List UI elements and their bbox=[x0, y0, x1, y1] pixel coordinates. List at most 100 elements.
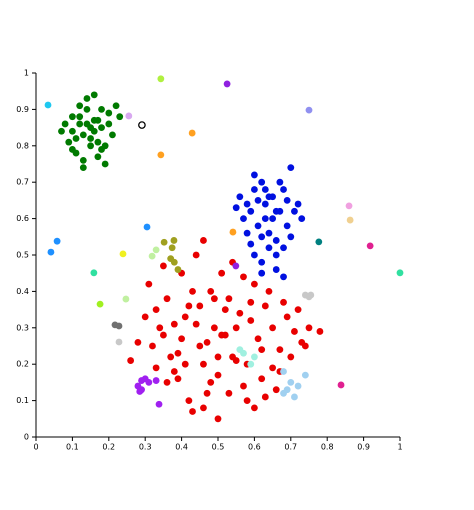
y-tick-label: 0.4 bbox=[16, 287, 29, 296]
y-tick-label: 1 bbox=[24, 69, 29, 78]
point bbox=[79, 156, 87, 164]
point bbox=[251, 404, 258, 412]
point bbox=[69, 146, 76, 153]
point bbox=[258, 178, 266, 186]
point bbox=[210, 295, 218, 303]
point bbox=[236, 309, 244, 317]
point bbox=[138, 386, 145, 394]
point bbox=[145, 379, 153, 386]
point bbox=[200, 360, 207, 368]
point bbox=[298, 215, 306, 223]
point bbox=[203, 389, 211, 397]
x-tick-label: 0.7 bbox=[284, 443, 297, 452]
point bbox=[152, 377, 160, 384]
point bbox=[157, 75, 165, 83]
point bbox=[261, 200, 269, 208]
point bbox=[178, 335, 186, 343]
point bbox=[214, 371, 222, 379]
point bbox=[276, 346, 284, 354]
point bbox=[101, 160, 109, 168]
x-tick-label: 0 bbox=[33, 443, 38, 452]
point bbox=[72, 135, 80, 142]
point bbox=[112, 102, 120, 110]
point bbox=[115, 322, 123, 330]
point bbox=[396, 269, 404, 277]
point bbox=[163, 379, 171, 386]
point bbox=[280, 298, 287, 306]
y-tick-label: 0.1 bbox=[16, 396, 29, 405]
point bbox=[251, 186, 258, 193]
point bbox=[283, 313, 291, 321]
point bbox=[258, 375, 266, 383]
point bbox=[316, 328, 324, 335]
point bbox=[207, 379, 215, 386]
point bbox=[98, 106, 105, 113]
x-tick-label: 0.3 bbox=[139, 443, 152, 452]
point bbox=[247, 360, 255, 368]
point bbox=[269, 193, 276, 201]
point bbox=[127, 357, 135, 364]
point bbox=[258, 269, 266, 277]
point bbox=[87, 142, 94, 150]
point bbox=[174, 349, 182, 357]
point bbox=[232, 262, 240, 270]
point bbox=[105, 120, 113, 128]
point bbox=[76, 113, 84, 121]
point bbox=[251, 353, 258, 361]
point bbox=[243, 397, 251, 404]
point bbox=[247, 317, 255, 324]
point bbox=[170, 368, 178, 375]
point bbox=[188, 129, 196, 137]
point bbox=[185, 397, 193, 404]
point bbox=[200, 404, 207, 412]
x-tick-label: 0.2 bbox=[102, 443, 115, 452]
point bbox=[94, 153, 102, 161]
point bbox=[196, 342, 204, 350]
point bbox=[272, 237, 280, 244]
point bbox=[203, 338, 211, 346]
point bbox=[240, 273, 247, 281]
point bbox=[291, 207, 298, 215]
point bbox=[232, 204, 240, 212]
point bbox=[294, 200, 302, 208]
point bbox=[272, 266, 280, 273]
point bbox=[272, 386, 280, 394]
x-tick-label: 0.9 bbox=[357, 443, 370, 452]
point bbox=[346, 216, 354, 224]
point bbox=[240, 349, 247, 357]
point bbox=[218, 269, 226, 277]
point bbox=[283, 222, 291, 230]
point bbox=[79, 164, 87, 172]
point bbox=[141, 313, 149, 321]
point bbox=[345, 202, 353, 210]
point bbox=[243, 229, 251, 237]
point bbox=[160, 238, 168, 246]
point bbox=[157, 151, 165, 159]
point bbox=[152, 364, 160, 372]
y-tick-label: 0.8 bbox=[16, 141, 29, 150]
point bbox=[240, 382, 247, 390]
point bbox=[261, 215, 269, 223]
x-tick-label: 0.8 bbox=[321, 443, 334, 452]
point bbox=[83, 106, 91, 113]
y-tick-label: 0.2 bbox=[16, 360, 29, 369]
point bbox=[265, 288, 273, 295]
y-tick-label: 0.6 bbox=[16, 214, 29, 223]
point bbox=[83, 95, 91, 102]
x-tick-label: 1 bbox=[397, 443, 402, 452]
point bbox=[90, 91, 98, 99]
point bbox=[155, 400, 163, 408]
point bbox=[58, 127, 65, 135]
point bbox=[287, 353, 295, 361]
point bbox=[276, 178, 284, 186]
point bbox=[94, 116, 102, 124]
point bbox=[44, 101, 52, 109]
point bbox=[301, 342, 309, 350]
point bbox=[307, 291, 315, 299]
point bbox=[65, 138, 73, 146]
point bbox=[251, 251, 258, 259]
point bbox=[280, 186, 287, 193]
point bbox=[229, 353, 236, 361]
point bbox=[152, 306, 160, 313]
point bbox=[90, 127, 98, 135]
